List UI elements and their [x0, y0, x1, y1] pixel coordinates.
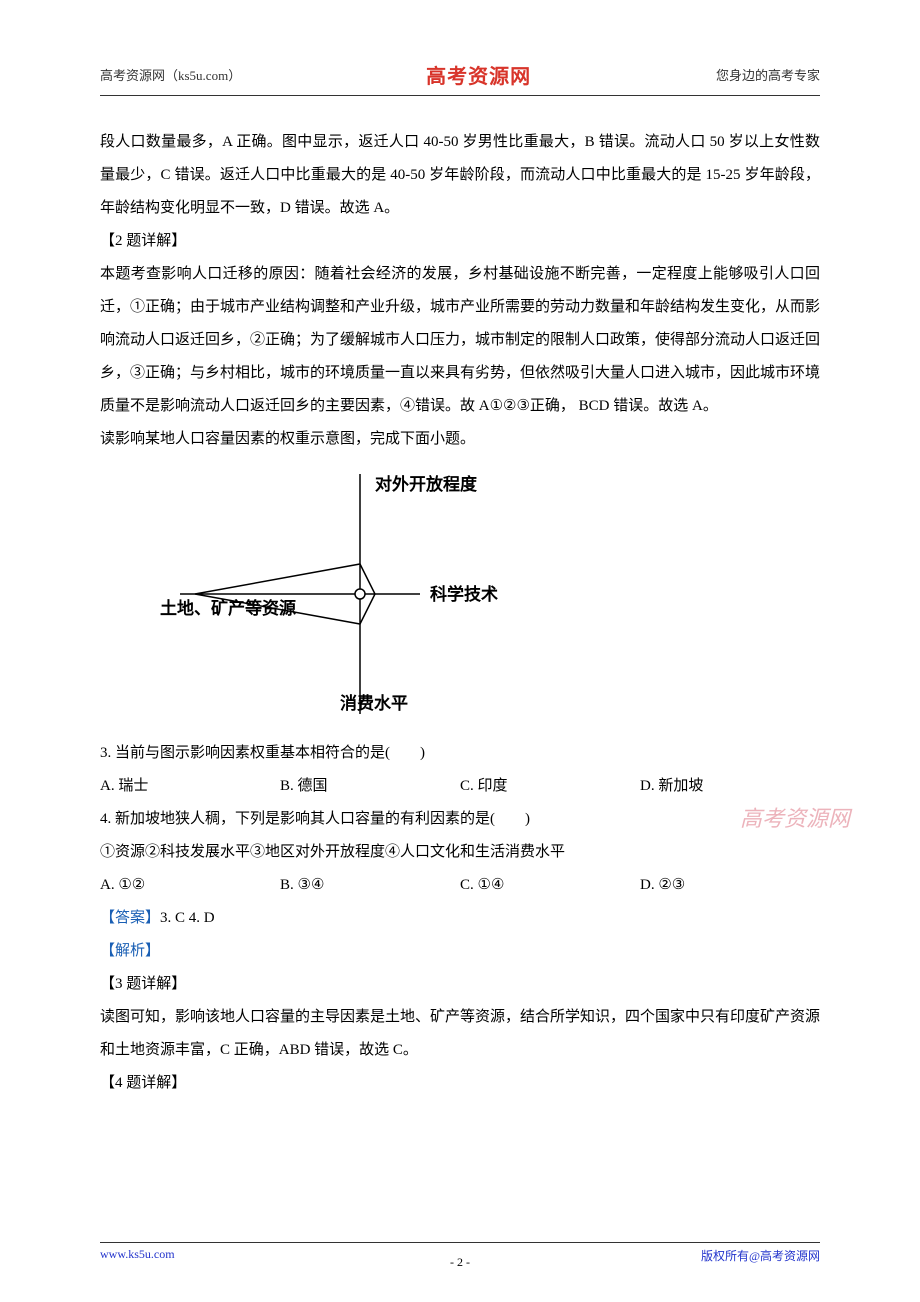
q3-detail-label: 【3 题详解】 — [100, 968, 820, 1001]
q3-opt-d: D. 新加坡 — [640, 770, 820, 803]
diagram-label-left: 土地、矿产等资源 — [160, 598, 296, 618]
footer-copyright: 版权所有@高考资源网 — [701, 1247, 820, 1264]
diagram-intro: 读影响某地人口容量因素的权重示意图，完成下面小题。 — [100, 423, 820, 456]
q4-stem: 4. 新加坡地狭人稠，下列是影响其人口容量的有利因素的是( ) — [100, 803, 820, 836]
page-footer: www.ks5u.com - 2 - 版权所有@高考资源网 — [100, 1242, 820, 1264]
paragraph-2: 本题考查影响人口迁移的原因：随着社会经济的发展，乡村基础设施不断完善，一定程度上… — [100, 258, 820, 423]
footer-url: www.ks5u.com — [100, 1247, 175, 1262]
paragraph-1: 段人口数量最多，A 正确。图中显示，返迁人口 40-50 岁男性比重最大，B 错… — [100, 126, 820, 225]
q4-opt-a: A. ①② — [100, 869, 280, 902]
q3-options: A. 瑞士 B. 德国 C. 印度 D. 新加坡 — [100, 770, 820, 803]
answer-line: 【答案】3. C 4. D — [100, 902, 820, 935]
q3-stem: 3. 当前与图示影响因素权重基本相符合的是( ) — [100, 737, 820, 770]
diagram-svg: 对外开放程度 土地、矿产等资源 科学技术 消费水平 — [160, 464, 600, 724]
header-tagline: 您身边的高考专家 — [716, 65, 820, 84]
weight-diagram: 对外开放程度 土地、矿产等资源 科学技术 消费水平 — [160, 464, 820, 729]
q3-opt-c: C. 印度 — [460, 770, 640, 803]
diagram-label-top: 对外开放程度 — [375, 474, 478, 494]
q2-detail-label: 【2 题详解】 — [100, 225, 820, 258]
header-title: 高考资源网 — [426, 60, 531, 89]
diagram-label-right: 科学技术 — [430, 584, 498, 604]
page-header: 高考资源网（ks5u.com） 高考资源网 您身边的高考专家 — [100, 60, 820, 96]
q4-opt-b: B. ③④ — [280, 869, 460, 902]
q3-opt-b: B. 德国 — [280, 770, 460, 803]
analysis-tag: 【解析】 — [100, 935, 820, 968]
answer-text: 3. C 4. D — [160, 910, 215, 926]
q4-opt-d: D. ②③ — [640, 869, 820, 902]
footer-page-num: - 2 - — [450, 1255, 470, 1270]
header-site: 高考资源网（ks5u.com） — [100, 65, 241, 84]
q4-sub: ①资源②科技发展水平③地区对外开放程度④人口文化和生活消费水平 — [100, 836, 820, 869]
q4-opt-c: C. ①④ — [460, 869, 640, 902]
q3-detail-text: 读图可知，影响该地人口容量的主导因素是土地、矿产等资源，结合所学知识，四个国家中… — [100, 1001, 820, 1067]
q4-options: A. ①② B. ③④ C. ①④ D. ②③ — [100, 869, 820, 902]
diagram-label-bottom: 消费水平 — [340, 693, 408, 713]
answer-tag: 【答案】 — [100, 910, 160, 926]
q4-detail-label: 【4 题详解】 — [100, 1067, 820, 1100]
q3-opt-a: A. 瑞士 — [100, 770, 280, 803]
